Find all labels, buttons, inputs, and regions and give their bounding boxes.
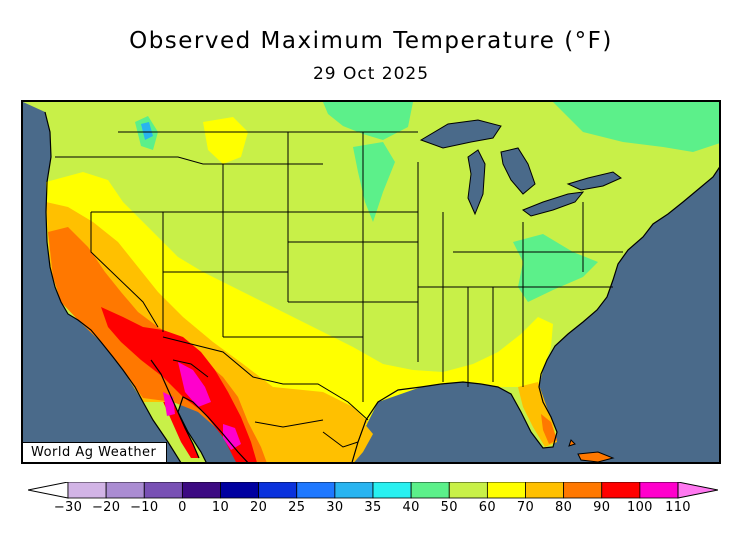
- legend-tick-label: 80: [555, 500, 573, 515]
- legend-tick-label: 90: [593, 500, 611, 515]
- contour-100-southwest: [101, 307, 257, 462]
- caribbean-islands: [568, 439, 615, 462]
- legend-tick-label: 20: [250, 500, 268, 515]
- great-lakes: [419, 119, 622, 217]
- legend-swatch: [448, 481, 488, 499]
- contour-110-sonora: [178, 362, 211, 407]
- contour-110-sinaloa: [223, 424, 241, 450]
- legend-tick-label: 60: [478, 500, 496, 515]
- legend-tick-label: 30: [326, 500, 344, 515]
- contour-50-appalachia: [513, 234, 598, 302]
- map-title: Observed Maximum Temperature (°F): [129, 28, 613, 54]
- legend-tick-label: 110: [665, 500, 691, 515]
- contour-80-texas: [273, 387, 368, 437]
- legend-swatch: [601, 481, 641, 499]
- legend-tick-label: −10: [130, 500, 159, 515]
- legend-tick-label: 100: [627, 500, 653, 515]
- legend-swatch: [639, 481, 679, 499]
- map-date: 29 Oct 2025: [312, 64, 430, 84]
- legend-swatch: [296, 481, 336, 499]
- legend-tick-label: 40: [402, 500, 420, 515]
- contour-90-florida: [541, 414, 557, 444]
- legend-colorbar: [27, 481, 719, 499]
- legend-swatch: [334, 481, 374, 499]
- legend-labels: −30 −20 −10 0 10 20 25 30 35 40 50 60 70 80 90 100 110: [28, 500, 718, 520]
- legend-swatch: [181, 481, 221, 499]
- temperature-map: World Ag Weather: [21, 100, 721, 464]
- legend-swatch: [563, 481, 603, 499]
- contour-70-montana: [203, 117, 248, 164]
- legend-swatch: [220, 481, 260, 499]
- legend-swatch: [372, 481, 412, 499]
- legend-swatch: [486, 481, 526, 499]
- contour-50-northeast: [553, 102, 719, 152]
- temperature-legend: −30 −20 −10 0 10 20 25 30 35 40 50 60 70 80 90 100 110: [27, 481, 719, 532]
- legend-tick-label: 35: [364, 500, 382, 515]
- legend-tick-label: −30: [53, 500, 83, 515]
- contour-50-north: [323, 102, 413, 140]
- legend-swatch: [105, 481, 145, 499]
- legend-tick-label: −20: [91, 500, 121, 515]
- credit-label: World Ag Weather: [23, 442, 168, 462]
- legend-swatch: [525, 481, 565, 499]
- temperature-contours: [46, 102, 719, 462]
- contour-40-northwest: [141, 122, 153, 140]
- legend-tick-label: 50: [440, 500, 458, 515]
- coastlines: [44, 111, 719, 462]
- legend-tick-label: 0: [178, 500, 187, 515]
- legend-tick-label: 10: [211, 500, 230, 515]
- legend-swatch: [67, 481, 107, 499]
- legend-swatch: [410, 481, 450, 499]
- legend-tick-label: 70: [516, 500, 535, 515]
- legend-swatch: [258, 481, 298, 499]
- contour-80-west: [46, 202, 373, 462]
- legend-tick-label: 25: [288, 500, 306, 515]
- legend-arrow-low: [27, 481, 69, 499]
- legend-arrow-high: [677, 481, 719, 499]
- border-lines: [55, 131, 623, 448]
- legend-swatch: [143, 481, 183, 499]
- map-canvas: [23, 102, 719, 462]
